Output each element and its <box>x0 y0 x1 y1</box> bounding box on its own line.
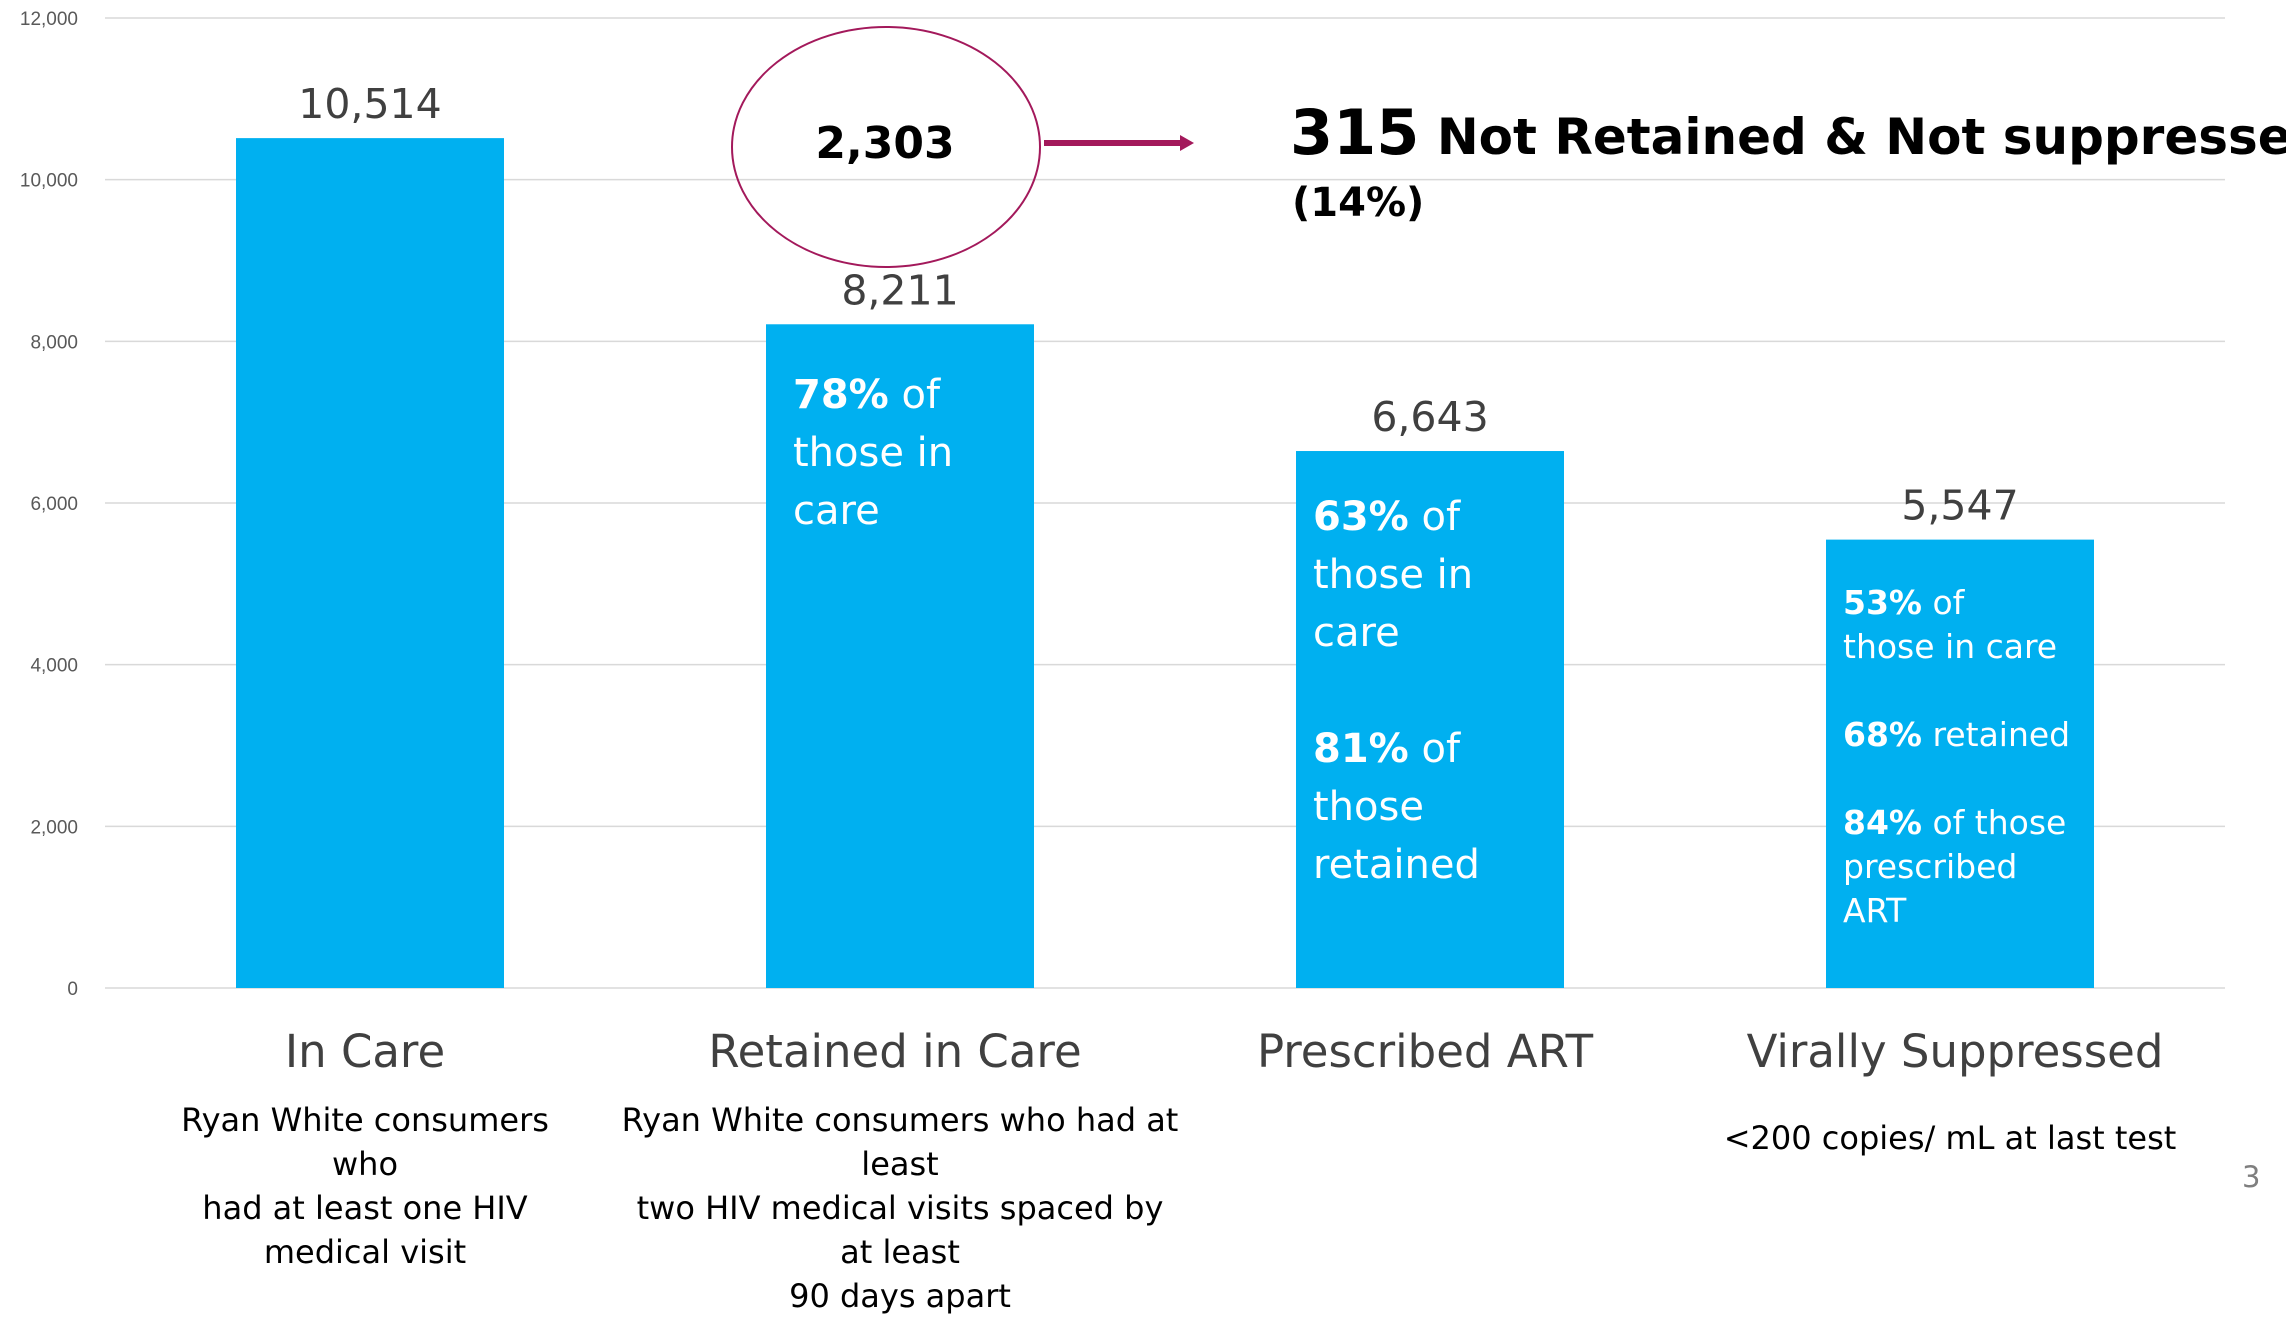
callout-heading: 315 Not Retained & Not suppressed <box>1290 96 2286 169</box>
description-retained: Ryan White consumers who had at least tw… <box>621 1101 1179 1315</box>
y-tick-label: 2,000 <box>30 817 78 838</box>
bar-value-label: 8,211 <box>841 266 958 314</box>
bar-1 <box>766 324 1034 989</box>
slide-number: 3 <box>2242 1160 2261 1194</box>
y-tick-label: 6,000 <box>30 494 78 515</box>
bar-value-label: 10,514 <box>298 80 441 128</box>
annotation-retained: 78% of those in care <box>793 372 954 534</box>
bar-0 <box>236 138 504 988</box>
bar-3 <box>1826 539 2094 988</box>
category-label-suppressed: Virally Suppressed <box>1746 1025 2164 1078</box>
circle-value-label: 2,303 <box>815 118 955 169</box>
bar-value-label: 5,547 <box>1901 482 2018 530</box>
description-in-care: Ryan White consumers who had at least on… <box>181 1101 549 1271</box>
highlight-circle <box>731 26 1041 268</box>
y-tick-label: 10,000 <box>20 171 78 192</box>
callout-arrow-head <box>1180 135 1194 151</box>
y-tick-label: 12,000 <box>20 9 78 30</box>
callout-percent: (14%) <box>1292 180 1425 226</box>
bar-chart: 0 2,000 4,000 6,000 8,000 10,000 12,000 10,514 8… <box>20 9 2225 1000</box>
bar-value-label: 6,643 <box>1371 393 1488 441</box>
y-tick-label: 0 <box>67 979 78 1000</box>
description-suppressed: <200 copies/ mL at last test <box>1723 1119 2177 1157</box>
category-label-in-care: In Care <box>284 1025 446 1078</box>
annotation-art: 63% of those in care 81% of those retain… <box>1313 494 1480 888</box>
category-label-retained: Retained in Care <box>708 1025 1082 1078</box>
y-tick-label: 4,000 <box>30 656 78 677</box>
annotation-suppressed: 53% of those in care 68% retained 84% of… <box>1843 583 2071 930</box>
bar-2 <box>1296 451 1564 988</box>
category-label-art: Prescribed ART <box>1256 1025 1594 1078</box>
y-tick-label: 8,000 <box>30 332 78 353</box>
